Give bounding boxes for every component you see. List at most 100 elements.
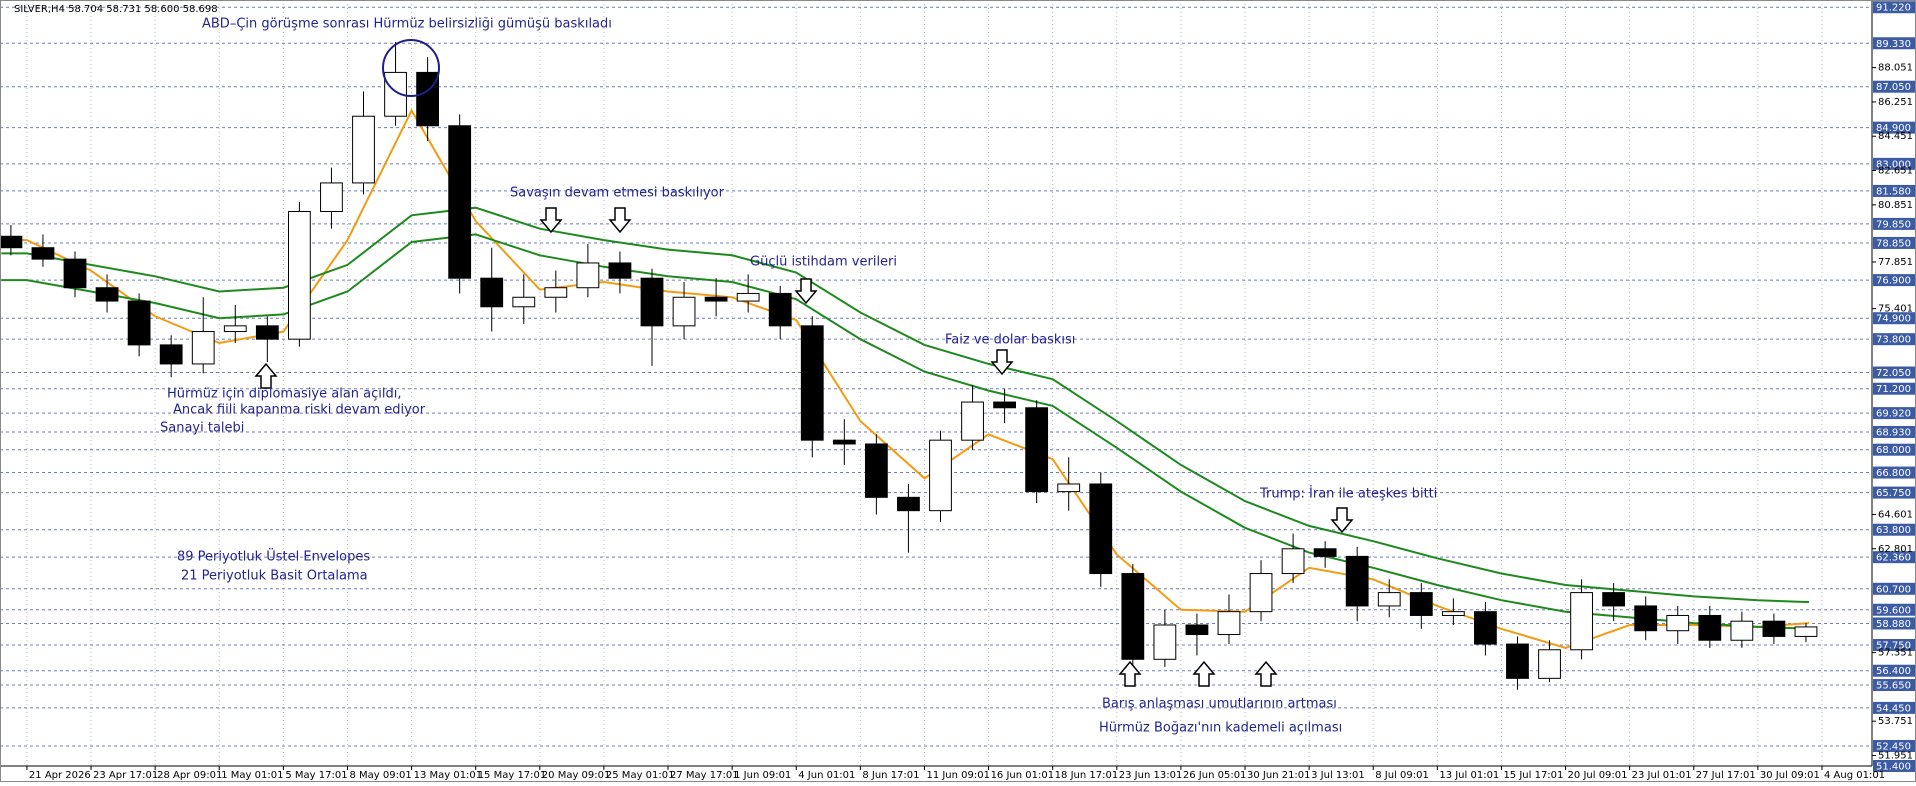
level-label-box <box>1873 486 1915 499</box>
candle-body <box>512 296 536 308</box>
level-label: 62.360 <box>1876 553 1911 564</box>
level-label: 63.800 <box>1876 525 1911 536</box>
x-tick-label: 13 May 01:01 <box>414 770 483 781</box>
level-label: 73.800 <box>1876 335 1911 346</box>
annotation: Barış anlaşması umutlarının artması <box>1102 697 1337 712</box>
y-tick-label: 86.251 <box>1878 97 1913 108</box>
candle-body <box>1089 483 1113 575</box>
x-tick-label: 20 May 09:01 <box>542 770 611 781</box>
level-label-box <box>1873 121 1915 134</box>
candle-body <box>1698 614 1722 641</box>
grid <box>26 0 1876 770</box>
level-label-box <box>1873 274 1915 287</box>
level-label-box <box>1873 523 1915 536</box>
candle-body <box>897 496 920 512</box>
candle-body <box>1249 573 1273 613</box>
candle-body <box>1602 592 1626 607</box>
candle-body <box>672 296 696 327</box>
candle-body <box>1441 611 1465 616</box>
candle-body <box>1409 592 1433 616</box>
x-tick-label: 8 Jul 09:01 <box>1375 770 1429 781</box>
level-label: 91.220 <box>1876 3 1911 14</box>
level-label-box <box>1873 760 1915 772</box>
indicator-line <box>1 206 1810 604</box>
y-tick-label: 88.051 <box>1878 63 1913 74</box>
x-tick-label: 16 Jun 01:01 <box>991 770 1055 781</box>
candle-body <box>159 344 183 365</box>
annotation: Hürmüz için diplomasiye alan açıldı, <box>167 387 402 402</box>
arrow <box>539 207 563 234</box>
level-label-box <box>1873 333 1915 346</box>
x-tick-label: 18 Jun 17:01 <box>1055 770 1119 781</box>
level-label: 52.450 <box>1876 741 1911 752</box>
level-label: 84.900 <box>1876 123 1911 134</box>
level-label: 78.850 <box>1876 238 1911 249</box>
annotation: Trump: İran ile ateşkes bitti <box>1259 486 1437 502</box>
candle-body <box>1666 614 1690 632</box>
level-label: 66.800 <box>1876 468 1911 479</box>
level-label: 65.750 <box>1876 488 1911 499</box>
x-tick-label: 21 Apr 2026 <box>29 770 91 781</box>
candle-body <box>576 262 600 289</box>
candle-body <box>1730 620 1754 641</box>
x-tick-label: 27 May 17:01 <box>670 770 739 781</box>
level-label: 69.920 <box>1876 409 1911 420</box>
candle-body <box>191 331 215 365</box>
level-label: 83.000 <box>1876 159 1911 170</box>
level-label: 56.400 <box>1876 666 1911 677</box>
level-label: 74.900 <box>1876 314 1911 325</box>
arrow <box>1254 660 1278 687</box>
candle-body <box>1025 407 1049 493</box>
candle-body <box>384 71 407 117</box>
indicator-line <box>1 233 1810 630</box>
annotation: Hürmüz Boğazı'nın kademeli açılması <box>1099 721 1342 736</box>
level-label-box <box>1873 217 1915 230</box>
candle-body <box>255 325 279 340</box>
level-label: 87.050 <box>1876 82 1911 93</box>
level-label-box <box>1873 701 1915 714</box>
level-label: 55.650 <box>1876 681 1911 692</box>
candle-body <box>1377 592 1401 607</box>
level-label-box <box>1873 664 1915 677</box>
candle-body <box>95 287 119 302</box>
annotation-shapes <box>254 39 1354 687</box>
candle-body <box>1217 611 1241 636</box>
level-label-box <box>1873 1 1915 14</box>
level-label-box <box>1873 639 1915 652</box>
arrow <box>1192 660 1216 687</box>
x-tick-label: 28 Apr 09:01 <box>157 770 222 781</box>
highlight-circle <box>382 39 440 97</box>
x-tick-label: 11 Jun 09:01 <box>926 770 990 781</box>
level-label-box <box>1873 425 1915 438</box>
candle-body <box>1570 592 1593 651</box>
candle-body <box>31 247 55 260</box>
candle-body <box>1345 555 1369 607</box>
candle-body <box>1506 643 1529 679</box>
arrow <box>794 278 818 305</box>
level-label-box <box>1873 739 1915 752</box>
level-label-box <box>1873 37 1915 50</box>
annotation: ABD–Çin görüşme sonrası Hürmüz belirsizl… <box>202 17 612 32</box>
candle-body <box>1474 611 1497 645</box>
annotation: Faiz ve dolar baskısı <box>945 333 1075 348</box>
arrow <box>254 362 278 389</box>
candle-body <box>768 292 792 327</box>
x-tick-label: 8 May 09:01 <box>349 770 411 781</box>
level-label: 76.900 <box>1876 276 1911 287</box>
level-label-box <box>1873 382 1915 395</box>
level-label: 60.700 <box>1876 584 1911 595</box>
annotations: ABD–Çin görüşme sonrası Hürmüz belirsizl… <box>160 17 1437 736</box>
x-tick-label: 1 Jun 09:01 <box>734 770 791 781</box>
y-tick-label: 82.651 <box>1878 166 1913 177</box>
annotation: 89 Periyotluk Üstel Envelopes <box>177 548 370 565</box>
candle-body <box>704 296 728 302</box>
level-label: 81.580 <box>1876 186 1911 197</box>
candle-body <box>1185 624 1209 636</box>
y-tick-label: 64.601 <box>1878 509 1913 520</box>
x-tick-label: 23 Apr 17:01 <box>93 770 158 781</box>
level-label-box <box>1873 582 1915 595</box>
level-label: 89.330 <box>1876 39 1911 50</box>
x-tick-label: 25 May 01:01 <box>606 770 675 781</box>
candle-body <box>800 325 824 441</box>
